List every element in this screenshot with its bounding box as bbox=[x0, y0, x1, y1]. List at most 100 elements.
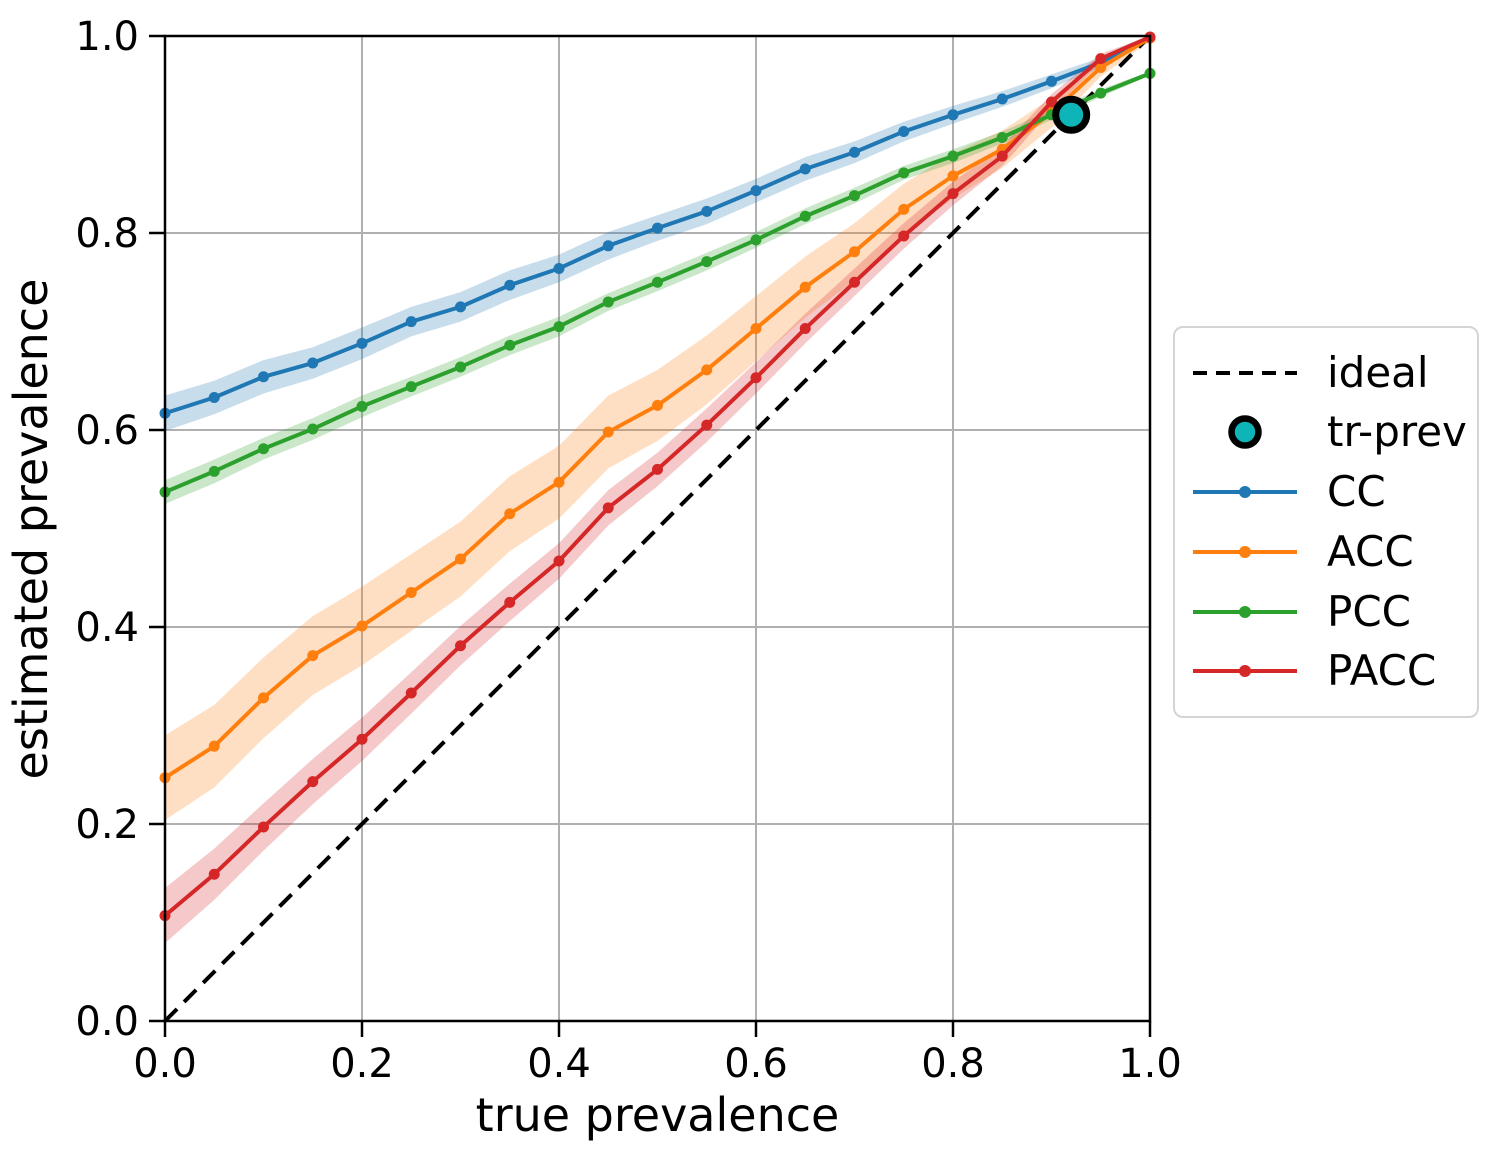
series-point-cc bbox=[652, 222, 663, 234]
legend-label-pcc: PCC bbox=[1327, 586, 1411, 636]
series-point-acc bbox=[652, 399, 663, 411]
series-point-acc bbox=[799, 281, 811, 293]
legend-row-pacc: PACC bbox=[1189, 648, 1471, 694]
x-tick-label: 0.6 bbox=[724, 1041, 788, 1087]
tr-prev-marker bbox=[1052, 95, 1091, 134]
y-tick-label: 0.6 bbox=[75, 408, 139, 454]
x-axis-label: true prevalence bbox=[475, 1088, 840, 1142]
series-point-pacc bbox=[799, 323, 811, 335]
series-point-acc bbox=[1095, 62, 1107, 74]
series-point-pacc bbox=[258, 821, 269, 833]
legend-label-tr-prev: tr-prev bbox=[1327, 407, 1467, 457]
series-point-pcc bbox=[947, 150, 959, 162]
series-point-acc bbox=[898, 203, 910, 215]
series-point-pacc bbox=[996, 150, 1008, 162]
series-point-cc bbox=[356, 337, 368, 349]
acc-line-icon bbox=[1193, 545, 1297, 558]
series-point-cc bbox=[405, 316, 417, 328]
series-point-pcc bbox=[701, 256, 713, 268]
series-point-cc bbox=[1046, 75, 1057, 87]
series-point-pcc bbox=[504, 339, 516, 351]
legend-row-pcc: PCC bbox=[1189, 589, 1471, 635]
legend-label-ideal: ideal bbox=[1327, 347, 1429, 397]
y-tick-label: 0.8 bbox=[75, 211, 139, 257]
y-axis-label: estimated prevalence bbox=[4, 278, 58, 780]
series-point-acc bbox=[208, 740, 220, 752]
series-point-pcc bbox=[405, 381, 417, 393]
y-tick-label: 0.4 bbox=[75, 605, 139, 651]
series-point-pacc bbox=[1046, 96, 1057, 108]
legend-label-pacc: PACC bbox=[1327, 646, 1437, 696]
series-point-cc bbox=[307, 357, 319, 369]
series-point-pcc bbox=[849, 190, 860, 202]
series-point-pcc bbox=[455, 361, 466, 373]
pacc-line-icon bbox=[1193, 665, 1297, 678]
series-point-cc bbox=[602, 240, 614, 252]
series-point-cc bbox=[849, 146, 860, 158]
series-point-acc bbox=[553, 476, 565, 488]
ideal-dashed-line-icon bbox=[1193, 370, 1297, 375]
x-tick-label: 0.8 bbox=[921, 1041, 985, 1087]
series-point-pacc bbox=[208, 868, 220, 880]
legend-row-tr-prev: tr-prev bbox=[1189, 409, 1471, 455]
series-point-acc bbox=[258, 692, 269, 704]
series-point-cc bbox=[504, 279, 516, 291]
x-tick-label: 0.0 bbox=[133, 1041, 197, 1087]
series-point-acc bbox=[455, 553, 466, 565]
series-point-cc bbox=[996, 93, 1008, 105]
series-point-pacc bbox=[898, 230, 910, 242]
y-tick-label: 0.2 bbox=[75, 802, 139, 848]
legend-row-cc: CC bbox=[1189, 469, 1471, 515]
series-point-acc bbox=[750, 323, 762, 335]
series-point-acc bbox=[701, 364, 713, 376]
series-point-pacc bbox=[356, 733, 368, 745]
series-point-pcc bbox=[258, 443, 269, 455]
series-point-pacc bbox=[750, 372, 762, 384]
series-point-pacc bbox=[455, 640, 466, 652]
series-point-cc bbox=[799, 163, 811, 175]
series-point-cc bbox=[898, 126, 910, 138]
series-point-pcc bbox=[208, 465, 220, 477]
series-point-pacc bbox=[504, 596, 516, 608]
y-tick-label: 0.0 bbox=[75, 999, 139, 1045]
series-point-pacc bbox=[405, 687, 417, 699]
series-band-pacc bbox=[165, 36, 1150, 944]
series-point-acc bbox=[307, 650, 319, 662]
series-point-acc bbox=[504, 508, 516, 520]
series-point-cc bbox=[947, 109, 959, 121]
cc-line-icon bbox=[1193, 486, 1297, 499]
series-point-acc bbox=[405, 587, 417, 599]
legend-row-acc: ACC bbox=[1189, 529, 1471, 575]
series-point-pcc bbox=[799, 210, 811, 222]
x-tick-label: 0.4 bbox=[527, 1041, 591, 1087]
series-point-pcc bbox=[602, 296, 614, 308]
series-point-cc bbox=[701, 205, 713, 217]
series-point-pcc bbox=[1095, 87, 1107, 99]
series-point-pcc bbox=[356, 400, 368, 412]
series-point-acc bbox=[602, 426, 614, 438]
series-point-cc bbox=[553, 262, 565, 274]
y-tick-label: 1.0 bbox=[75, 14, 139, 60]
series-point-pacc bbox=[849, 276, 860, 288]
series-point-cc bbox=[258, 371, 269, 383]
series-point-pcc bbox=[307, 423, 319, 435]
series-point-pacc bbox=[652, 463, 663, 475]
legend-label-acc: ACC bbox=[1327, 526, 1414, 576]
series-point-pcc bbox=[996, 131, 1008, 143]
series-point-acc bbox=[356, 620, 368, 632]
series-point-cc bbox=[455, 301, 466, 313]
ideal-line bbox=[163, 34, 1152, 1023]
legend: ideal tr-prev CC ACC PCC PACC bbox=[1173, 326, 1479, 718]
series-point-acc bbox=[849, 246, 860, 258]
x-tick-label: 1.0 bbox=[1118, 1041, 1182, 1087]
series-point-pacc bbox=[701, 419, 713, 431]
x-tick-label: 0.2 bbox=[330, 1041, 394, 1087]
pcc-line-icon bbox=[1193, 605, 1297, 618]
tr-prev-marker-icon bbox=[1228, 415, 1262, 450]
series-point-pacc bbox=[602, 502, 614, 514]
series-point-pacc bbox=[553, 555, 565, 567]
legend-label-cc: CC bbox=[1327, 467, 1386, 517]
series-point-pcc bbox=[898, 167, 910, 179]
